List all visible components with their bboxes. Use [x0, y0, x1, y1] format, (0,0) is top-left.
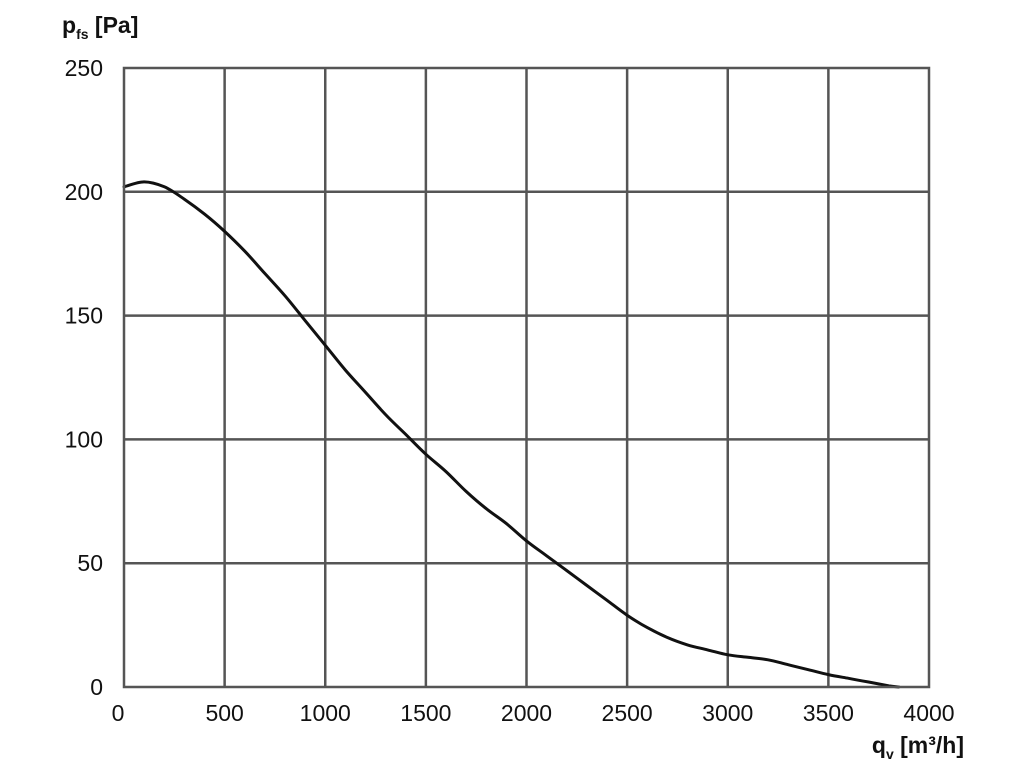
- y-tick-label: 0: [90, 674, 103, 700]
- x-tick-label: 2000: [501, 700, 552, 726]
- x-tick-label: 1500: [400, 700, 451, 726]
- y-tick-label: 250: [65, 55, 103, 81]
- series-layer: [122, 180, 901, 689]
- y-tick-label: 50: [77, 550, 103, 576]
- x-tick-label: 500: [205, 700, 243, 726]
- pressure-flow-curve: [122, 180, 901, 689]
- x-tick-label: 0: [112, 700, 125, 726]
- y-tick-label: 100: [65, 426, 103, 452]
- y-tick-label: 200: [65, 179, 103, 205]
- x-tick-label: 4000: [903, 700, 954, 726]
- tick-labels: 0 500 1000 1500 2000 2500 3000 3500 4000 0 50 100 15…: [65, 55, 955, 726]
- x-tick-label: 1000: [300, 700, 351, 726]
- y-axis-title: pfs [Pa]: [62, 12, 138, 42]
- x-axis-title: qv [m³/h]: [872, 732, 964, 762]
- x-tick-label: 2500: [602, 700, 653, 726]
- y-tick-label: 150: [65, 303, 103, 329]
- plot-frame: [122, 66, 931, 689]
- x-tick-label: 3500: [803, 700, 854, 726]
- grid: [124, 68, 929, 687]
- x-tick-label: 3000: [702, 700, 753, 726]
